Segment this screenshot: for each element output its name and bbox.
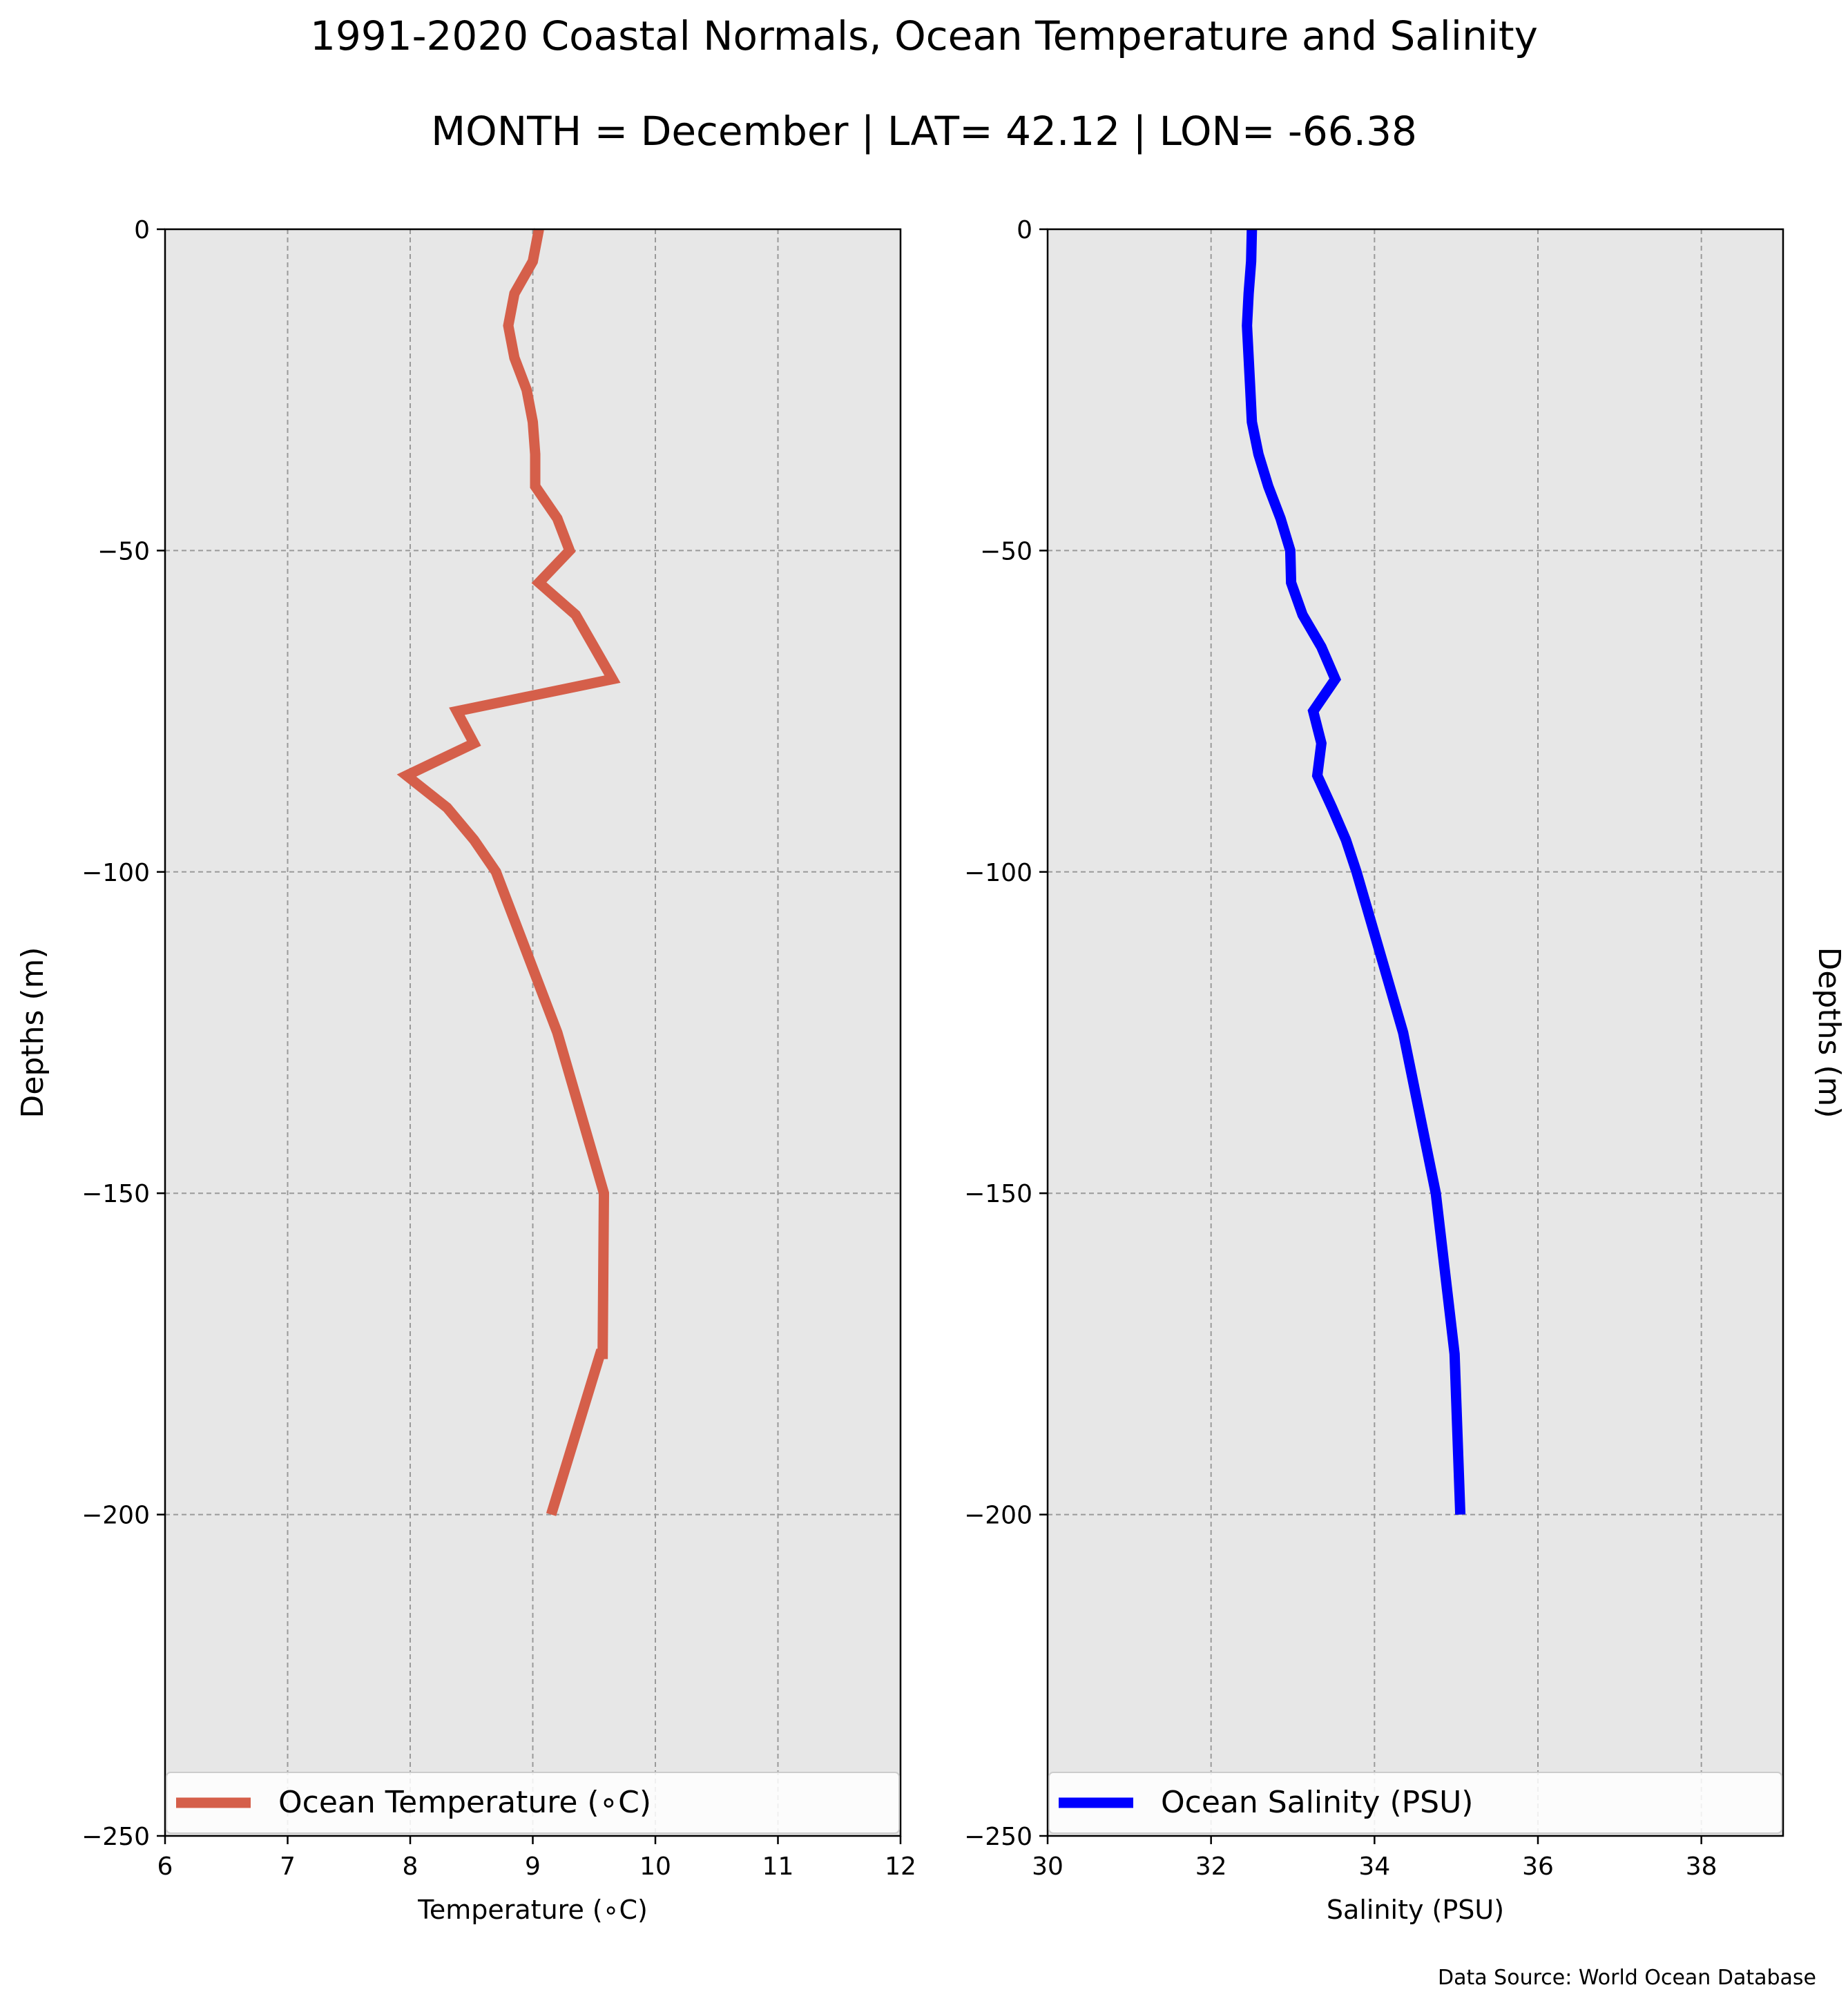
y-tick-label: 0 — [134, 216, 150, 244]
x-tick-label: 10 — [639, 1852, 671, 1881]
legend-box — [1048, 1772, 1782, 1834]
y-axis-label: Depths (m) — [15, 947, 50, 1118]
legend-label: Ocean Temperature (∘C) — [278, 1785, 651, 1820]
y-tick-label: −250 — [964, 1823, 1032, 1851]
x-axis-label: Temperature (∘C) — [417, 1895, 648, 1925]
chart-subtitle: MONTH = December | LAT= 42.12 | LON= -66… — [431, 108, 1417, 155]
x-tick-label: 34 — [1358, 1852, 1390, 1881]
y-tick-label: −100 — [964, 859, 1032, 887]
series-line-salinity — [1242, 229, 1466, 1515]
x-tick-label: 12 — [885, 1852, 916, 1881]
data-source-note: Data Source: World Ocean Database — [1438, 1966, 1816, 1990]
y-tick-label: −150 — [81, 1180, 150, 1208]
x-tick-label: 30 — [1032, 1852, 1063, 1881]
x-tick-label: 8 — [403, 1852, 418, 1881]
legend-temperature: Ocean Temperature (∘C) — [166, 1772, 900, 1834]
y-tick-label: −250 — [81, 1823, 150, 1851]
y-tick-label: −150 — [964, 1180, 1032, 1208]
x-tick-label: 7 — [280, 1852, 296, 1881]
x-axis-label: Salinity (PSU) — [1327, 1895, 1504, 1925]
plot-temperature: 6 7 8 9 10 11 12 0 −50 −100 −150 −200 −250 Temperatur… — [15, 216, 916, 1925]
legend-salinity: Ocean Salinity (PSU) — [1048, 1772, 1782, 1834]
x-tick-label: 36 — [1522, 1852, 1554, 1881]
chart-title: 1991-2020 Coastal Normals, Ocean Tempera… — [310, 12, 1538, 59]
legend-label: Ocean Salinity (PSU) — [1161, 1785, 1473, 1820]
y-tick-label: −200 — [81, 1502, 150, 1530]
legend-box — [166, 1772, 900, 1834]
x-tick-label: 6 — [157, 1852, 173, 1881]
y-tick-label: −50 — [97, 537, 150, 565]
y-tick-label: −100 — [81, 859, 150, 887]
series-line-temperature — [396, 228, 621, 1516]
y-tick-label: −200 — [964, 1502, 1032, 1530]
plot-salinity: 30 32 34 36 38 0 −50 −100 −150 −200 −250 Salinity (… — [964, 216, 1847, 1925]
axes-frame — [1046, 228, 1784, 1837]
y-axis-label: Depths (m) — [1811, 947, 1847, 1118]
y-tick-label: −50 — [980, 537, 1032, 565]
y-tick-label: 0 — [1017, 216, 1032, 244]
x-tick-label: 38 — [1686, 1852, 1717, 1881]
x-tick-label: 11 — [762, 1852, 794, 1881]
x-tick-label: 9 — [525, 1852, 541, 1881]
plot-background — [1048, 229, 1783, 1836]
x-tick-label: 32 — [1195, 1852, 1227, 1881]
